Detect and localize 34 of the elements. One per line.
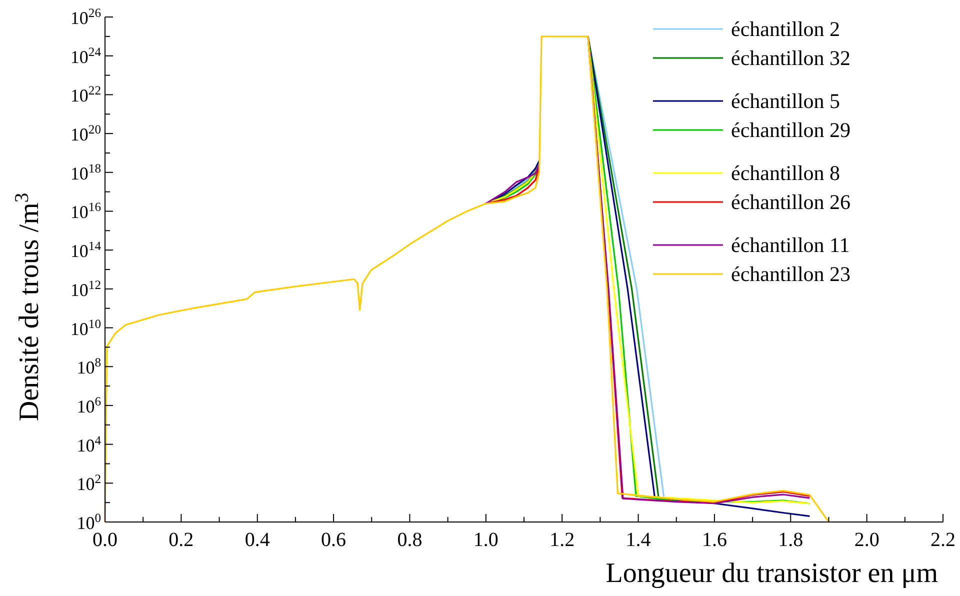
x-tick-label: 0.4	[244, 529, 270, 551]
x-tick-label: 1.6	[702, 529, 727, 551]
y-tick-label: 10$^{16}$	[70, 200, 101, 222]
legend-label: échantillon 29	[731, 118, 851, 142]
y-tick-label: 10$^{12}$	[70, 278, 101, 300]
y-tick-label: 10$^{6}$	[76, 394, 101, 416]
y-tick-label: 10$^{20}$	[70, 122, 101, 145]
legend-label: échantillon 32	[731, 46, 851, 70]
legend-label: échantillon 8	[731, 161, 840, 185]
x-tick-label: 1.8	[778, 529, 804, 551]
legend-label: échantillon 11	[731, 233, 850, 257]
x-tick-label: 1.2	[550, 529, 575, 551]
legend-label: échantillon 5	[731, 89, 840, 113]
y-tick-label: 10$^{14}$	[70, 239, 102, 262]
y-tick-label: 10$^{4}$	[76, 433, 102, 456]
x-tick-label: 0.8	[397, 529, 422, 551]
x-tick-label: 2.2	[930, 529, 956, 551]
y-tick-label: 10$^{22}$	[70, 84, 101, 106]
x-tick-label: 1.0	[473, 529, 498, 551]
legend-label: échantillon 26	[731, 190, 851, 214]
legend-label: échantillon 2	[731, 17, 840, 41]
line-series	[104, 36, 830, 523]
y-tick-label: 10$^{10}$	[70, 316, 101, 339]
x-tick-label: 1.4	[626, 529, 651, 551]
legend-label: échantillon 23	[731, 262, 851, 286]
y-tick-label: 10$^{8}$	[76, 356, 101, 378]
y-tick-label: 10$^{18}$	[70, 161, 101, 184]
y-tick-label: 10$^{24}$	[70, 44, 102, 67]
x-tick-label: 0.2	[168, 529, 194, 551]
x-tick-label: 0.6	[321, 529, 346, 551]
y-tick-label: 10$^{26}$	[70, 6, 101, 28]
x-axis-title: Longueur du transistor en μm	[606, 558, 938, 589]
y-tick-label: 10$^{2}$	[76, 472, 101, 494]
x-tick-label: 2.0	[854, 529, 880, 551]
